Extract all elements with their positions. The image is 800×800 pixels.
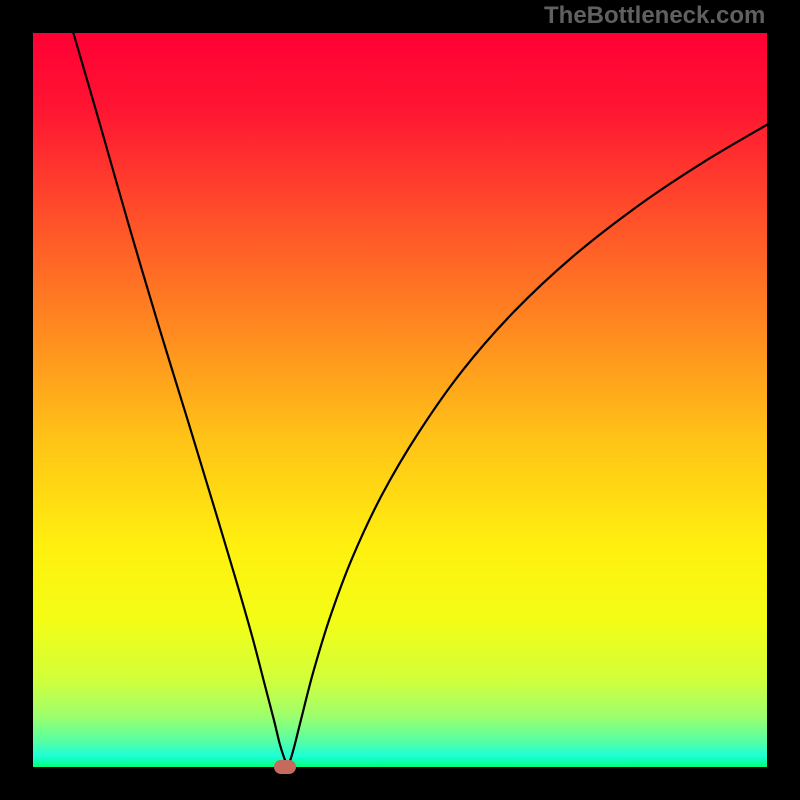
optimal-point-marker	[274, 760, 296, 774]
watermark-text: TheBottleneck.com	[544, 2, 765, 30]
plot-area	[33, 33, 767, 767]
bottleneck-curve	[33, 33, 767, 767]
bottleneck-curve-path	[73, 33, 767, 764]
